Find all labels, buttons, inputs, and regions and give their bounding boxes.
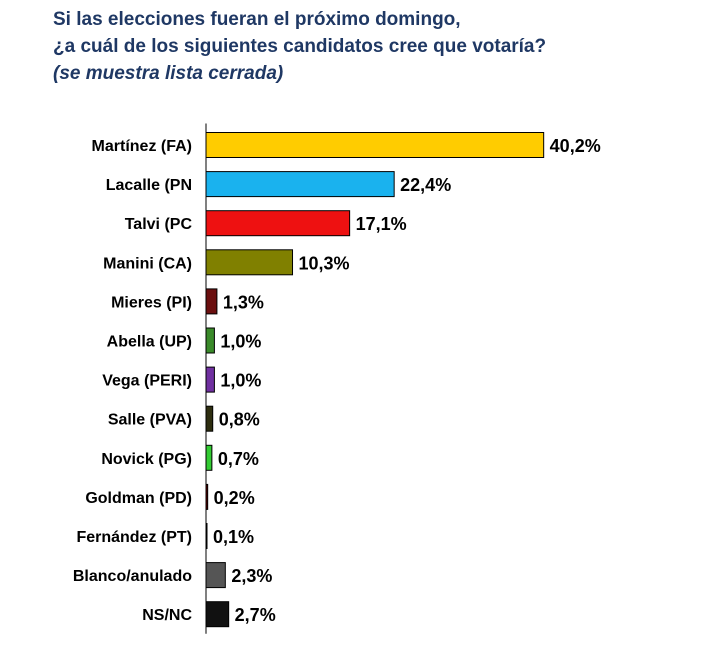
bar-6	[205, 366, 215, 393]
chart-title-line-2: ¿a cuál de los siguientes candidatos cre…	[53, 36, 547, 57]
value-labels-group: 40,2% 22,4% 17,1% 10,3% 1,3% 1,0% 1,0% 0,8% 0,7%…	[213, 136, 601, 625]
category-label-8: Novick (PG)	[101, 451, 192, 468]
category-label-3: Manini (CA)	[103, 255, 192, 272]
chart-header: Si las elecciones fueran el próximo domi…	[53, 6, 693, 87]
category-label-12: NS/NC	[142, 607, 192, 624]
value-label-12: 2,7%	[235, 605, 276, 625]
value-label-9: 0,2%	[214, 488, 255, 508]
value-label-5: 1,0%	[220, 332, 261, 352]
bar-8	[205, 444, 213, 471]
value-label-8: 0,7%	[218, 449, 259, 469]
bar-1	[205, 171, 395, 198]
category-labels-group: Martínez (FA) Lacalle (PN Talvi (PC Manini …	[73, 138, 193, 624]
category-label-2: Talvi (PC	[125, 216, 193, 233]
bar-7	[205, 405, 214, 432]
bar-10	[205, 523, 208, 549]
category-label-7: Salle (PVA)	[108, 412, 192, 429]
bar-2	[205, 210, 351, 237]
bar-4	[205, 288, 218, 315]
value-label-7: 0,8%	[219, 410, 260, 430]
bar-0	[205, 132, 545, 158]
category-label-9: Goldman (PD)	[85, 490, 192, 507]
bar-11	[205, 562, 226, 589]
category-label-10: Fernández (PT)	[76, 529, 192, 546]
category-label-0: Martínez (FA)	[92, 138, 192, 155]
value-label-11: 2,3%	[231, 566, 272, 586]
category-label-4: Mieres (PI)	[111, 294, 192, 311]
category-label-5: Abella (UP)	[107, 334, 192, 351]
chart-title-line-1: Si las elecciones fueran el próximo domi…	[53, 9, 461, 30]
value-label-4: 1,3%	[223, 292, 264, 312]
value-label-10: 0,1%	[213, 527, 254, 547]
bar-5	[205, 327, 215, 354]
bar-3	[205, 249, 294, 276]
value-label-3: 10,3%	[299, 253, 350, 273]
value-label-6: 1,0%	[220, 371, 261, 391]
value-label-2: 17,1%	[356, 214, 407, 234]
value-label-0: 40,2%	[550, 136, 601, 156]
category-label-1: Lacalle (PN	[106, 177, 192, 194]
value-label-1: 22,4%	[400, 175, 451, 195]
chart-subtitle: (se muestra lista cerrada)	[53, 63, 284, 84]
category-label-11: Blanco/anulado	[73, 568, 192, 585]
category-label-6: Vega (PERI)	[102, 373, 192, 390]
bar-12	[205, 601, 230, 628]
bars-group	[205, 132, 545, 628]
bar-9	[205, 483, 209, 510]
